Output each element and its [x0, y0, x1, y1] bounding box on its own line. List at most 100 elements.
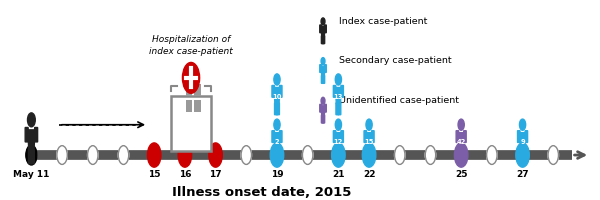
FancyBboxPatch shape — [341, 131, 343, 142]
FancyBboxPatch shape — [456, 131, 458, 142]
FancyBboxPatch shape — [25, 127, 28, 142]
FancyBboxPatch shape — [323, 115, 325, 123]
Circle shape — [270, 143, 284, 167]
Circle shape — [516, 143, 529, 167]
Polygon shape — [274, 87, 280, 103]
FancyBboxPatch shape — [272, 131, 274, 142]
Circle shape — [118, 146, 129, 164]
Text: 17: 17 — [209, 170, 222, 179]
FancyBboxPatch shape — [322, 76, 323, 83]
Polygon shape — [28, 130, 35, 150]
Text: Unidentified case-patient: Unidentified case-patient — [339, 96, 459, 105]
Text: Hospitalization of
index case-patient: Hospitalization of index case-patient — [149, 35, 233, 56]
Circle shape — [302, 146, 313, 164]
Text: 22: 22 — [363, 170, 376, 179]
Circle shape — [395, 146, 405, 164]
Circle shape — [148, 143, 161, 167]
FancyBboxPatch shape — [338, 148, 341, 160]
Circle shape — [209, 143, 223, 167]
FancyBboxPatch shape — [28, 149, 32, 164]
Circle shape — [57, 146, 67, 164]
FancyBboxPatch shape — [186, 100, 192, 112]
Circle shape — [487, 146, 497, 164]
Circle shape — [26, 145, 37, 165]
Polygon shape — [321, 26, 325, 36]
Text: 15: 15 — [364, 139, 374, 145]
FancyBboxPatch shape — [320, 104, 322, 112]
Circle shape — [274, 119, 280, 130]
Text: 16: 16 — [179, 170, 191, 179]
FancyBboxPatch shape — [320, 25, 322, 33]
Circle shape — [28, 113, 35, 127]
FancyBboxPatch shape — [272, 85, 274, 97]
Polygon shape — [335, 87, 341, 103]
Polygon shape — [274, 133, 280, 149]
FancyBboxPatch shape — [320, 65, 322, 72]
Circle shape — [548, 146, 559, 164]
FancyBboxPatch shape — [459, 148, 461, 160]
Text: 27: 27 — [516, 170, 529, 179]
FancyBboxPatch shape — [368, 148, 371, 160]
FancyBboxPatch shape — [522, 148, 525, 160]
FancyBboxPatch shape — [186, 84, 192, 96]
Circle shape — [458, 119, 464, 130]
FancyBboxPatch shape — [325, 104, 326, 112]
Text: May 11: May 11 — [13, 170, 50, 179]
FancyBboxPatch shape — [336, 103, 339, 115]
FancyBboxPatch shape — [277, 148, 280, 160]
Circle shape — [321, 97, 325, 104]
FancyBboxPatch shape — [367, 148, 370, 160]
FancyBboxPatch shape — [341, 85, 343, 97]
Polygon shape — [366, 133, 372, 149]
Text: 10: 10 — [272, 94, 282, 100]
Text: 2: 2 — [275, 139, 279, 145]
FancyBboxPatch shape — [364, 131, 367, 142]
Circle shape — [274, 74, 280, 85]
FancyBboxPatch shape — [525, 131, 527, 142]
Text: 15: 15 — [148, 170, 160, 179]
FancyBboxPatch shape — [464, 131, 466, 142]
FancyBboxPatch shape — [323, 76, 325, 83]
FancyBboxPatch shape — [280, 85, 282, 97]
Polygon shape — [458, 133, 464, 149]
FancyBboxPatch shape — [520, 148, 523, 160]
Circle shape — [332, 143, 345, 167]
FancyBboxPatch shape — [194, 100, 201, 112]
FancyBboxPatch shape — [31, 149, 34, 164]
FancyBboxPatch shape — [323, 36, 325, 44]
FancyBboxPatch shape — [336, 148, 339, 160]
Circle shape — [321, 18, 325, 25]
FancyBboxPatch shape — [194, 84, 201, 96]
FancyBboxPatch shape — [322, 36, 323, 44]
FancyBboxPatch shape — [334, 85, 336, 97]
Polygon shape — [335, 133, 341, 149]
Text: 12: 12 — [334, 139, 343, 145]
Text: Illness onset date, 2015: Illness onset date, 2015 — [172, 186, 352, 199]
Polygon shape — [321, 106, 325, 116]
Circle shape — [335, 119, 341, 130]
Text: 21: 21 — [332, 170, 344, 179]
FancyBboxPatch shape — [325, 25, 326, 33]
Polygon shape — [520, 133, 526, 149]
Text: 19: 19 — [271, 170, 283, 179]
FancyBboxPatch shape — [275, 148, 277, 160]
FancyBboxPatch shape — [322, 115, 323, 123]
Circle shape — [26, 146, 37, 164]
FancyBboxPatch shape — [277, 103, 280, 115]
FancyBboxPatch shape — [35, 127, 38, 142]
Text: 42: 42 — [457, 139, 466, 145]
Circle shape — [520, 119, 526, 130]
Circle shape — [178, 143, 191, 167]
Circle shape — [454, 143, 468, 167]
Circle shape — [321, 58, 325, 65]
Text: 25: 25 — [455, 170, 467, 179]
Text: Secondary case-patient: Secondary case-patient — [339, 56, 452, 65]
FancyBboxPatch shape — [280, 131, 282, 142]
Circle shape — [335, 74, 341, 85]
Circle shape — [182, 62, 200, 93]
Circle shape — [241, 146, 251, 164]
FancyBboxPatch shape — [275, 103, 277, 115]
Circle shape — [362, 143, 376, 167]
Polygon shape — [321, 66, 325, 76]
Circle shape — [88, 146, 98, 164]
